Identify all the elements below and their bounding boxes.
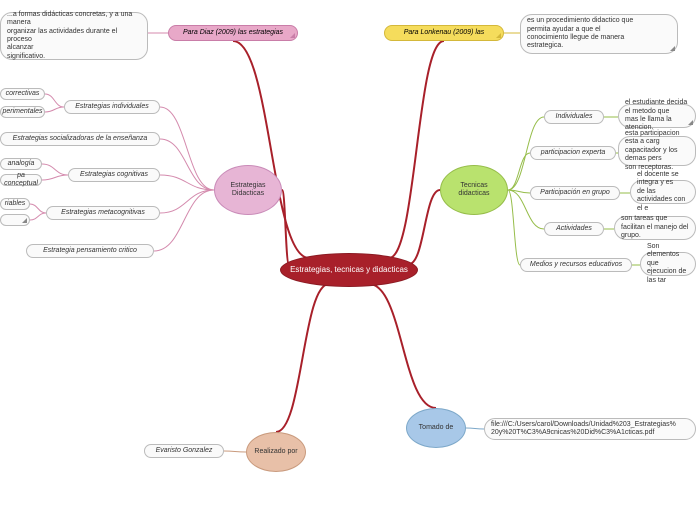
node-diaz: Para Diaz (2009) las estrategias	[168, 25, 298, 41]
sub-t_part: participacion experta	[530, 146, 616, 160]
node-realizado: Realizado por	[246, 432, 306, 472]
sub-t_ind: Individuales	[544, 110, 604, 124]
sub-indiv: Estrategias individuales	[64, 100, 160, 114]
sub-meta_a: riables	[0, 198, 30, 210]
sub-tomado_d: file:///C:/Users/carol/Downloads/Unidad%…	[484, 418, 696, 440]
node-tomado: Tomado de	[406, 408, 466, 448]
sub-realiz_d: Evaristo Gonzalez	[144, 444, 224, 458]
sub-cogn: Estrategias cognitivas	[68, 168, 160, 182]
sub-t_grupo_d: el docente se integra y esde las activid…	[630, 180, 696, 204]
node-lonkenau: Para Lonkenau (2009) las	[384, 25, 504, 41]
sub-t_med_d: Son elementos queejecucion de las tar	[640, 252, 696, 276]
sub-indiv_a: correctivas	[0, 88, 45, 100]
sub-indiv_b: perimentales	[0, 106, 45, 118]
sub-critico: Estrategia pensamiento critico	[26, 244, 154, 258]
sub-meta_b	[0, 214, 30, 226]
node-estrategias: Estrategias Didacticas	[214, 165, 282, 215]
node-tecnicas: Tecnicas didacticas	[440, 165, 508, 215]
sub-t_grupo: Participación en grupo	[530, 186, 620, 200]
sub-t_ind_d: el estudiante decida el metodo quemas le…	[618, 104, 696, 128]
sub-meta: Estrategias metacognitivas	[46, 206, 160, 220]
sub-t_med: Medios y recursos educativos	[520, 258, 632, 272]
sub-t_act: Actividades	[544, 222, 604, 236]
sub-cogn_a: analogía	[0, 158, 42, 170]
center-node: Estrategias, tecnicas y didacticas	[280, 253, 418, 287]
sub-t_part_d: esta participacion esta a cargcapacitado…	[618, 136, 696, 166]
sub-t_act_d: son tareas que facilitan el manejo delgr…	[614, 216, 696, 240]
sub-diaz_desc: ...a formas didácticas concretas, y a un…	[0, 12, 148, 60]
sub-lonk_desc: es un procedimiento didactico quepermita…	[520, 14, 678, 54]
sub-social: Estrategias socializadoras de la enseñan…	[0, 132, 160, 146]
sub-cogn_b: pa conceptual	[0, 174, 42, 186]
